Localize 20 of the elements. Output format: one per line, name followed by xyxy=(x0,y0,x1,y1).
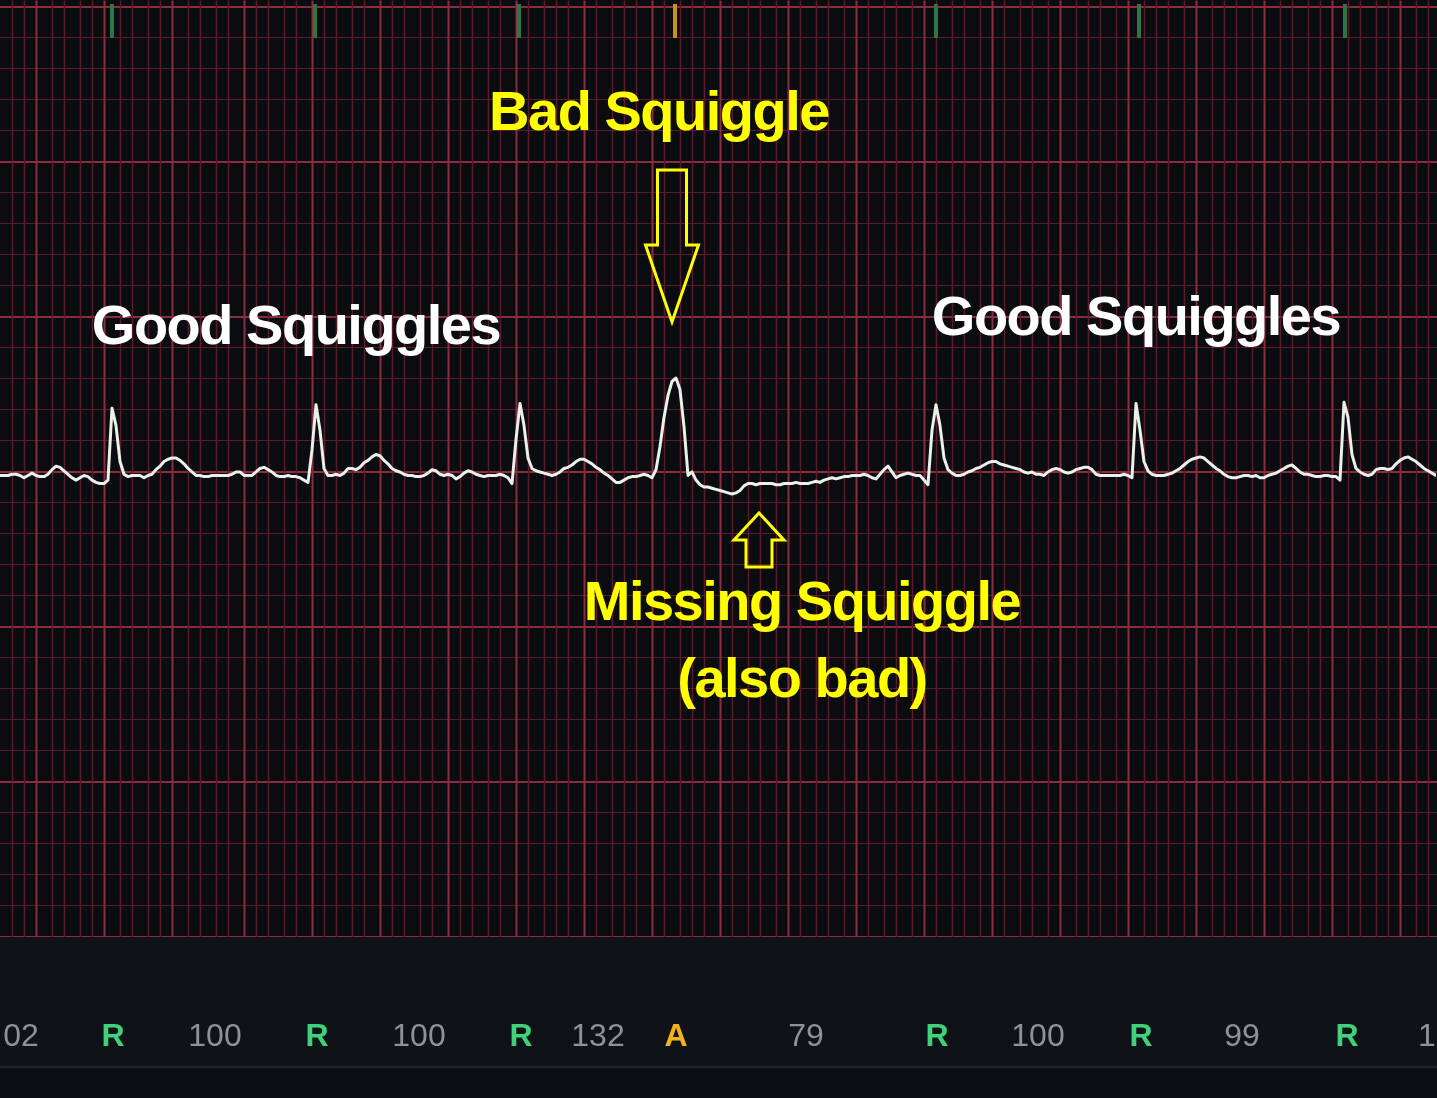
text: A xyxy=(664,1016,688,1054)
text: 02 xyxy=(3,1016,39,1054)
text: R xyxy=(925,1016,949,1054)
text: R xyxy=(101,1016,125,1054)
text: 132 xyxy=(571,1016,625,1054)
text: Good Squiggles xyxy=(931,283,1341,349)
text: R xyxy=(1129,1016,1153,1054)
text: 1 xyxy=(1418,1016,1436,1054)
text: Good Squiggles xyxy=(91,292,501,358)
text: R xyxy=(509,1016,533,1054)
text: 99 xyxy=(1224,1016,1260,1054)
text: (also bad) xyxy=(677,645,927,711)
text: 79 xyxy=(788,1016,824,1054)
text: R xyxy=(305,1016,329,1054)
text: 100 xyxy=(1011,1016,1065,1054)
text: R xyxy=(1335,1016,1359,1054)
text: Bad Squiggle xyxy=(489,78,829,144)
text: 100 xyxy=(188,1016,242,1054)
text: 100 xyxy=(392,1016,446,1054)
text: Missing Squiggle xyxy=(583,568,1021,634)
